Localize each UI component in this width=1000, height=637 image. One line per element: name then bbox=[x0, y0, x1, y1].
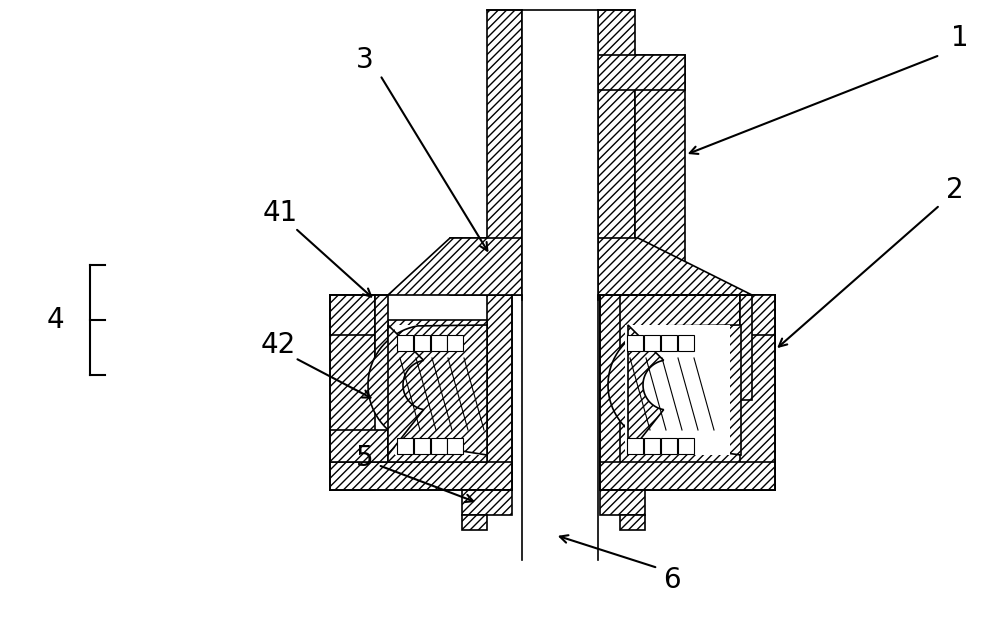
Polygon shape bbox=[388, 325, 424, 455]
Polygon shape bbox=[330, 295, 375, 490]
Polygon shape bbox=[635, 55, 685, 278]
Polygon shape bbox=[397, 335, 413, 351]
Polygon shape bbox=[600, 490, 645, 515]
Polygon shape bbox=[522, 295, 598, 560]
Polygon shape bbox=[450, 238, 487, 295]
Polygon shape bbox=[431, 335, 447, 351]
Text: 2: 2 bbox=[946, 176, 964, 204]
Polygon shape bbox=[375, 295, 388, 400]
Polygon shape bbox=[600, 295, 775, 490]
Polygon shape bbox=[740, 295, 775, 335]
Polygon shape bbox=[740, 295, 775, 490]
Polygon shape bbox=[487, 295, 512, 490]
Text: 5: 5 bbox=[356, 444, 374, 472]
Polygon shape bbox=[740, 295, 752, 400]
Polygon shape bbox=[627, 335, 643, 351]
Polygon shape bbox=[678, 335, 694, 351]
Polygon shape bbox=[627, 438, 643, 454]
Polygon shape bbox=[600, 462, 775, 490]
Polygon shape bbox=[414, 335, 430, 351]
Polygon shape bbox=[447, 335, 463, 351]
Text: 3: 3 bbox=[356, 46, 374, 74]
Polygon shape bbox=[395, 325, 480, 455]
Polygon shape bbox=[431, 438, 447, 454]
Polygon shape bbox=[447, 438, 463, 454]
Polygon shape bbox=[620, 515, 645, 530]
Polygon shape bbox=[522, 10, 598, 300]
Polygon shape bbox=[598, 238, 752, 295]
Text: 42: 42 bbox=[260, 331, 296, 359]
Polygon shape bbox=[644, 438, 660, 454]
Polygon shape bbox=[598, 10, 635, 278]
Polygon shape bbox=[661, 438, 677, 454]
Polygon shape bbox=[678, 438, 694, 454]
Polygon shape bbox=[330, 295, 375, 335]
Polygon shape bbox=[330, 462, 512, 490]
Polygon shape bbox=[330, 430, 388, 462]
Polygon shape bbox=[368, 325, 487, 455]
Polygon shape bbox=[628, 325, 664, 455]
Text: 6: 6 bbox=[663, 566, 681, 594]
Polygon shape bbox=[414, 438, 430, 454]
Polygon shape bbox=[388, 320, 487, 462]
Polygon shape bbox=[644, 335, 660, 351]
Polygon shape bbox=[487, 10, 522, 295]
Polygon shape bbox=[625, 325, 730, 455]
Text: 41: 41 bbox=[262, 199, 298, 227]
Polygon shape bbox=[608, 325, 741, 455]
Polygon shape bbox=[388, 238, 522, 295]
Polygon shape bbox=[600, 295, 620, 490]
Text: 1: 1 bbox=[951, 24, 969, 52]
Text: 4: 4 bbox=[46, 306, 64, 334]
Polygon shape bbox=[462, 490, 512, 515]
Polygon shape bbox=[397, 438, 413, 454]
Polygon shape bbox=[661, 335, 677, 351]
Polygon shape bbox=[462, 515, 487, 530]
Polygon shape bbox=[598, 55, 685, 90]
